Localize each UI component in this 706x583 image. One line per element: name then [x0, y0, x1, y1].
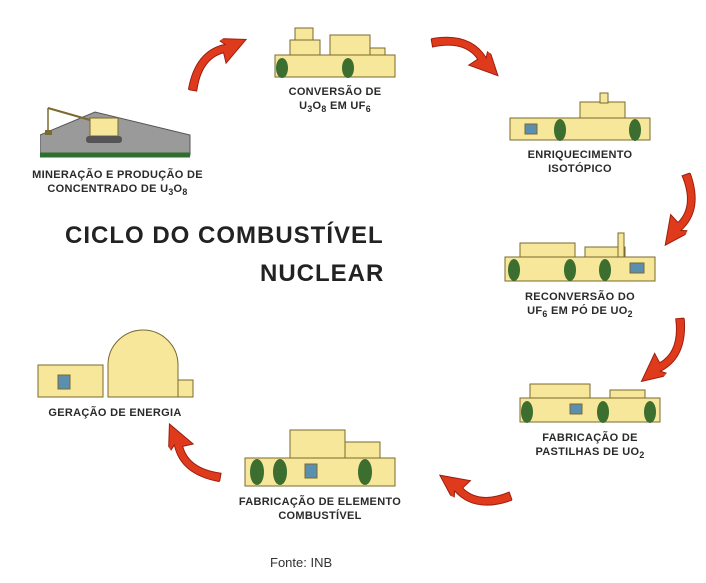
- diagram-title-line1: CICLO DO COMBUSTÍVEL: [65, 222, 384, 250]
- arrow-convert-enrich: [425, 40, 515, 95]
- energy-building-icon: [33, 325, 198, 403]
- enrich-building-icon: [505, 90, 655, 145]
- stage-enrich: ENRIQUECIMENTOISOTÓPICO: [500, 90, 660, 177]
- source-text: Fonte: INB: [270, 555, 332, 570]
- arrow-pellets-fuelelem: [435, 465, 525, 520]
- stage-convert: CONVERSÃO DEU3O8 EM UF6: [260, 20, 410, 115]
- stage-mining-label: MINERAÇÃO E PRODUÇÃO DECONCENTRADO DE U3…: [30, 169, 205, 198]
- arrow-reconv-pellets: [620, 330, 706, 385]
- arrow-enrich-reconv: [635, 190, 706, 245]
- fuelelem-building-icon: [235, 420, 405, 492]
- diagram-title-line2: NUCLEAR: [260, 260, 384, 288]
- mining-icon: [40, 100, 195, 165]
- stage-convert-label: CONVERSÃO DEU3O8 EM UF6: [260, 86, 410, 115]
- arrow-fuelelem-energy: [155, 430, 245, 485]
- stage-pellets-label: FABRICAÇÃO DEPASTILHAS DE UO2: [510, 432, 670, 461]
- arrow-mining-convert: [180, 45, 270, 100]
- stage-mining: MINERAÇÃO E PRODUÇÃO DECONCENTRADO DE U3…: [30, 100, 205, 198]
- stage-enrich-label: ENRIQUECIMENTOISOTÓPICO: [500, 149, 660, 177]
- convert-building-icon: [270, 20, 400, 82]
- stage-reconv-label: RECONVERSÃO DOUF6 EM PÓ DE UO2: [500, 291, 660, 320]
- stage-fuelelem-label: FABRICAÇÃO DE ELEMENTOCOMBUSTÍVEL: [225, 496, 415, 524]
- stage-fuelelem: FABRICAÇÃO DE ELEMENTOCOMBUSTÍVEL: [225, 420, 415, 524]
